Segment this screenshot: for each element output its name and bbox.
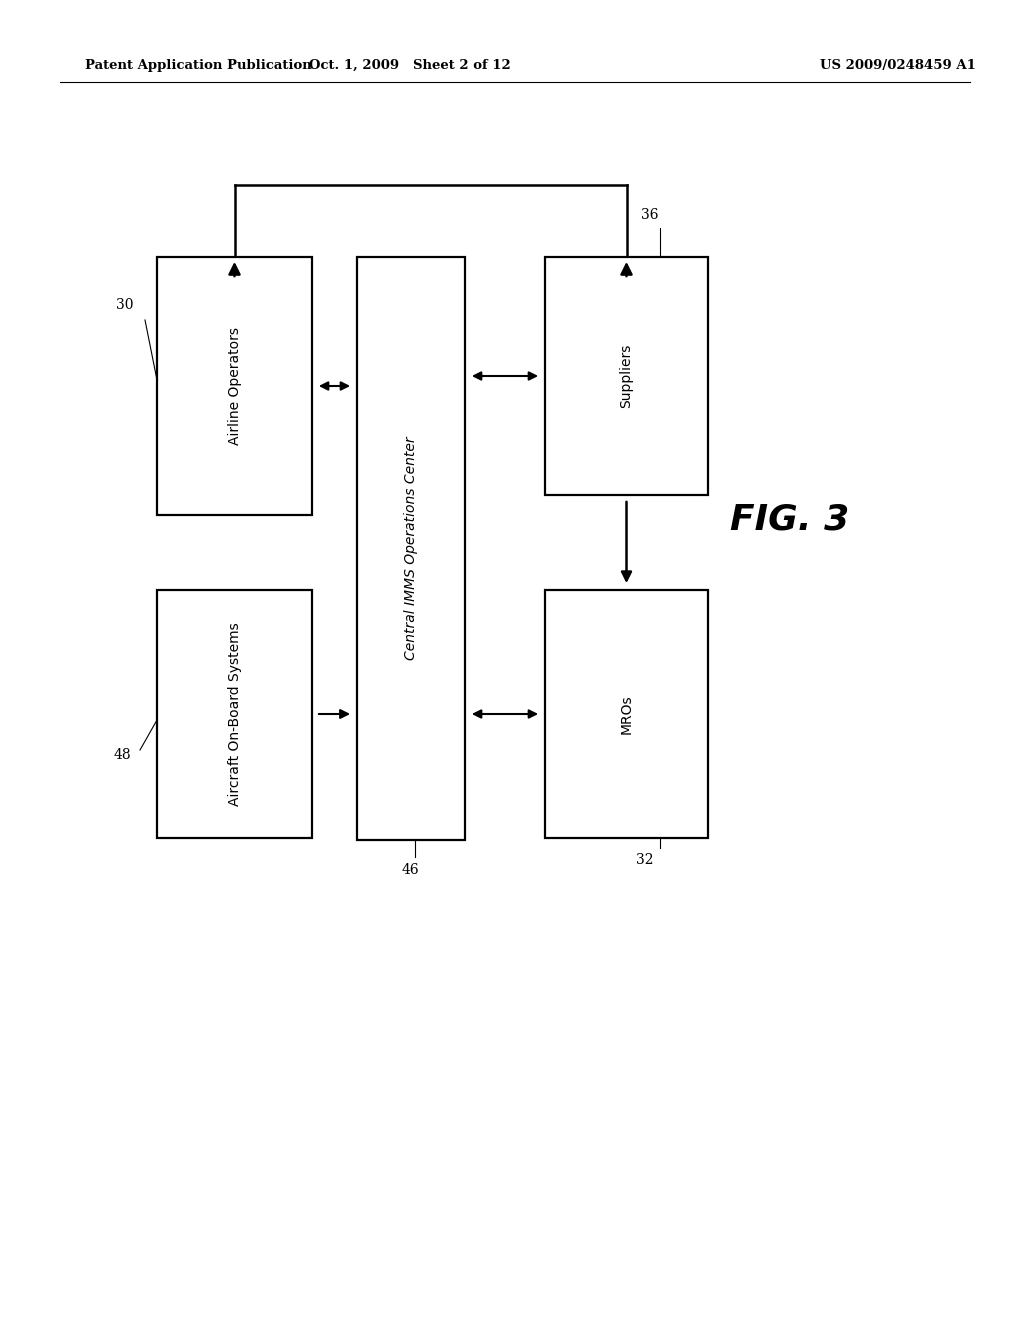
Text: Airline Operators: Airline Operators: [227, 327, 242, 445]
Text: MROs: MROs: [620, 694, 634, 734]
Bar: [545, 590, 708, 838]
Text: 46: 46: [401, 863, 419, 876]
Bar: [157, 257, 312, 515]
Text: Central IMMS Operations Center: Central IMMS Operations Center: [404, 437, 418, 660]
Text: Patent Application Publication: Patent Application Publication: [85, 58, 311, 71]
Text: US 2009/0248459 A1: US 2009/0248459 A1: [820, 58, 976, 71]
Text: 36: 36: [641, 209, 658, 222]
Bar: [357, 257, 465, 840]
Text: 32: 32: [636, 853, 653, 867]
Bar: [545, 257, 708, 495]
Text: Oct. 1, 2009   Sheet 2 of 12: Oct. 1, 2009 Sheet 2 of 12: [309, 58, 511, 71]
Bar: [157, 590, 312, 838]
Text: Suppliers: Suppliers: [620, 343, 634, 408]
Text: 48: 48: [114, 748, 131, 762]
Text: Aircraft On-Board Systems: Aircraft On-Board Systems: [227, 622, 242, 807]
Text: FIG. 3: FIG. 3: [730, 503, 849, 537]
Text: 30: 30: [117, 298, 134, 312]
